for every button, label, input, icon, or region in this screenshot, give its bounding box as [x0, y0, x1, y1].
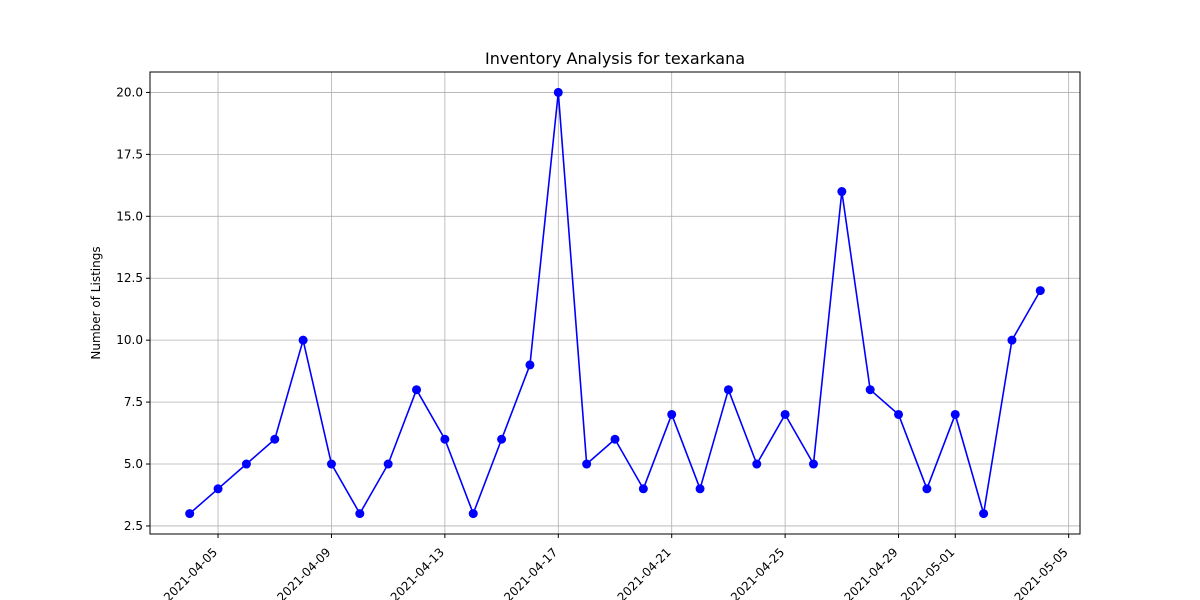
y-axis-label: Number of Listings	[89, 246, 103, 359]
data-point	[894, 409, 904, 419]
data-point	[270, 434, 280, 444]
data-point	[667, 409, 677, 419]
data-point	[1007, 335, 1017, 345]
data-point	[780, 409, 790, 419]
data-point	[525, 360, 535, 370]
data-point	[922, 484, 932, 494]
data-point	[865, 385, 875, 395]
data-point	[610, 434, 620, 444]
data-point	[723, 385, 733, 395]
data-point	[355, 509, 365, 519]
data-point	[808, 459, 818, 469]
data-point	[837, 187, 847, 197]
y-tick-label: 20.0	[116, 85, 143, 99]
data-point	[412, 385, 422, 395]
x-tick-label: 2021-04-21	[615, 545, 674, 600]
data-point	[383, 459, 393, 469]
data-point	[497, 434, 507, 444]
data-point	[241, 459, 251, 469]
data-point	[979, 509, 989, 519]
data-point	[185, 509, 195, 519]
series-layer	[189, 91, 1041, 515]
plot-area-frame	[149, 71, 1081, 535]
x-tick-label: 2021-05-05	[1012, 545, 1071, 600]
series-line	[189, 91, 1041, 515]
y-tick-label: 10.0	[116, 333, 143, 347]
y-tick-label: 2.5	[124, 519, 143, 533]
y-tick-label: 7.5	[124, 395, 143, 409]
x-tick-label: 2021-04-25	[728, 545, 787, 600]
data-point	[582, 459, 592, 469]
x-tick-label: 2021-04-09	[274, 545, 333, 600]
x-tick-label: 2021-04-13	[388, 545, 447, 600]
data-point	[440, 434, 450, 444]
data-point	[213, 484, 223, 494]
x-tick-label: 2021-05-01	[898, 545, 957, 600]
data-point	[298, 335, 308, 345]
y-tick-label: 17.5	[116, 147, 143, 161]
data-point	[695, 484, 705, 494]
y-tick-label: 12.5	[116, 271, 143, 285]
data-point	[1035, 286, 1045, 296]
x-tick-label: 2021-04-17	[501, 545, 560, 600]
data-point	[468, 509, 478, 519]
y-axis-ticks: 2.5 5.0 7.5 10.0 12.5 15.0 17.5 20.0	[116, 85, 150, 533]
chart-title: Inventory Analysis for texarkana	[485, 49, 745, 68]
y-tick-label: 5.0	[124, 457, 143, 471]
data-point	[950, 409, 960, 419]
y-tick-label: 15.0	[116, 209, 143, 223]
data-point	[752, 459, 762, 469]
x-tick-label: 2021-04-29	[841, 545, 900, 600]
data-point	[326, 459, 336, 469]
x-axis-ticks: 2021-04-05 2021-04-09 2021-04-13 2021-04-17…	[161, 534, 1071, 600]
data-points	[185, 87, 1045, 519]
x-tick-label: 2021-04-05	[161, 545, 220, 600]
grid-lines	[150, 72, 1080, 534]
data-point	[638, 484, 648, 494]
data-point	[553, 87, 563, 97]
